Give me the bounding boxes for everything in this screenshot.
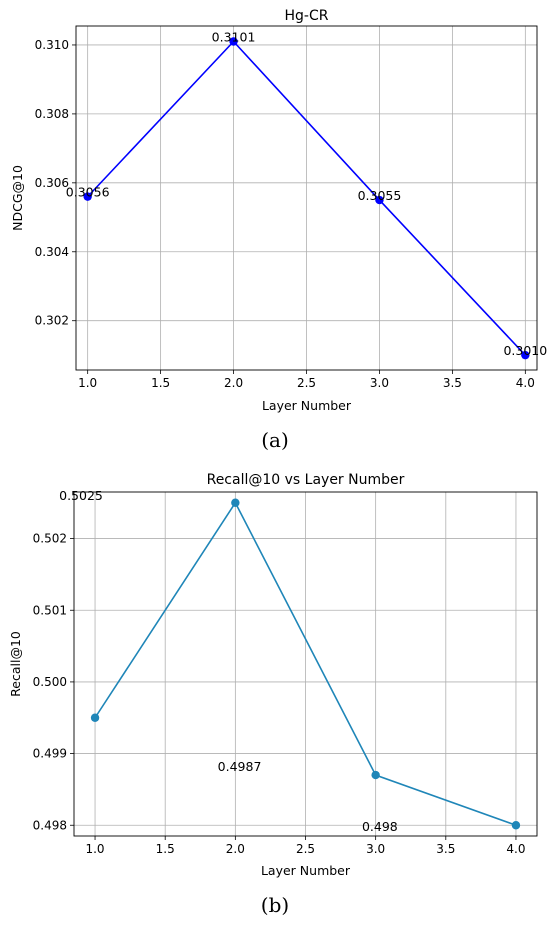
- chart2-ytick-label-3: 0.501: [33, 603, 67, 617]
- chart2-xtick-label-0: 1.0: [85, 842, 104, 856]
- chart2-ytick-label-4: 0.502: [33, 532, 67, 546]
- chart1-xtick-label-2: 2.0: [224, 376, 243, 390]
- chart1-ytick-label-2: 0.306: [35, 176, 69, 190]
- caption-b-text: (b): [260, 893, 290, 917]
- chart1-data-label-1: 0.3101: [212, 30, 256, 45]
- chart1-point-0-1: [229, 37, 238, 46]
- chart1-point-0-0: [83, 192, 92, 201]
- chart2-data-label-2: 0.498: [362, 819, 398, 834]
- caption-a-text: (a): [261, 428, 289, 452]
- chart1-xtick-label-0: 1.0: [78, 376, 97, 390]
- chart1-y-axis-label: NDCG@10: [10, 165, 25, 231]
- chart2-data-label-0: 0.5025: [59, 488, 103, 503]
- caption-b: (b): [0, 893, 550, 917]
- chart1-series-line-0: [87, 40, 526, 356]
- chart2-frame: [73, 491, 538, 837]
- chart1-data-label-2: 0.3055: [358, 188, 402, 203]
- chart1-data-label-3: 0.3010: [503, 343, 547, 358]
- chart2-ytick-label-0: 0.498: [33, 818, 67, 832]
- chart1-point-0-3: [521, 350, 530, 360]
- chart2-xtick-label-5: 3.5: [436, 842, 455, 856]
- chart2-point-0-0: [90, 713, 100, 722]
- chart1-point-0-2: [375, 195, 384, 205]
- chart2-y-axis-label: Recall@10: [8, 631, 23, 697]
- chart1-xtick-label-1: 1.5: [151, 376, 170, 390]
- chart1-ytick-label-1: 0.304: [35, 245, 69, 259]
- chart1-xtick-label-4: 3.0: [370, 376, 389, 390]
- chart1-x-axis-label: Layer Number: [262, 398, 352, 413]
- chart1-data-label-0: 0.3056: [66, 185, 110, 200]
- chart2-x-axis-label: Layer Number: [261, 863, 351, 878]
- caption-a: (a): [0, 428, 550, 452]
- chart2-data-label-1: 0.4987: [218, 759, 262, 774]
- chart1-xtick-label-5: 3.5: [443, 376, 462, 390]
- chart2-point-0-1: [231, 498, 240, 507]
- chart2-point-0-2: [371, 770, 380, 780]
- chart2-series-line-0: [94, 501, 517, 827]
- chart2-xtick-label-3: 2.5: [296, 842, 315, 856]
- chart1-ytick-label-4: 0.310: [35, 38, 69, 52]
- chart2-xtick-label-1: 1.5: [156, 842, 175, 856]
- chart2-xtick-label-6: 4.0: [506, 842, 525, 856]
- chart1-title: Hg-CR: [285, 8, 329, 24]
- chart1-xtick-label-3: 2.5: [297, 376, 316, 390]
- chart1-xtick-label-6: 4.0: [516, 376, 535, 390]
- chart2-xtick-label-4: 3.0: [366, 842, 385, 856]
- chart1-ytick-label-3: 0.308: [35, 107, 69, 121]
- chart1-frame: [75, 25, 538, 371]
- chart2-point-0-3: [511, 821, 521, 830]
- chart2-title: Recall@10 vs Layer Number: [207, 472, 405, 488]
- chart1-ytick-label-0: 0.302: [35, 314, 69, 328]
- chart2-xtick-label-2: 2.0: [226, 842, 245, 856]
- chart2-ytick-label-2: 0.500: [33, 675, 67, 689]
- chart2-ytick-label-1: 0.499: [33, 747, 67, 761]
